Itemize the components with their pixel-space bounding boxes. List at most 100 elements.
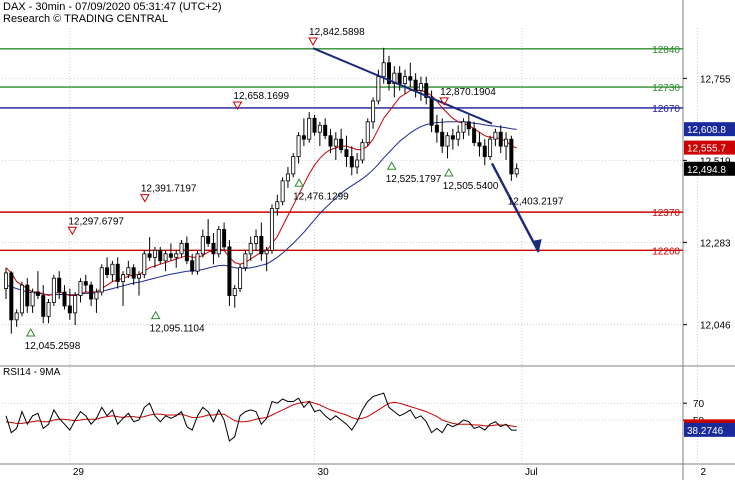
price-tick-label: 12,755 <box>700 74 731 85</box>
price-tick-label: 12,283 <box>700 238 731 249</box>
candle <box>424 76 429 105</box>
high-marker <box>232 101 243 111</box>
candle-body <box>339 138 344 150</box>
candle <box>333 132 338 161</box>
candle <box>450 128 455 150</box>
candle <box>115 257 120 289</box>
candle-body <box>78 281 83 296</box>
candle <box>179 239 184 258</box>
candle-body <box>429 97 434 126</box>
candle <box>269 204 274 254</box>
candle-body <box>301 135 306 140</box>
candle <box>216 226 221 258</box>
level-label: 12260 <box>652 246 680 257</box>
candle <box>365 118 370 147</box>
candle-body <box>456 131 461 140</box>
high-label: 12,391.7197 <box>141 184 197 195</box>
candle <box>168 243 173 261</box>
candle-body <box>328 135 333 147</box>
candle-body <box>275 201 280 210</box>
candle-body <box>147 253 152 258</box>
high-marker <box>67 226 78 236</box>
high-marker <box>308 37 318 46</box>
candle <box>328 128 333 154</box>
candle <box>243 250 248 272</box>
candle <box>504 132 509 161</box>
candle-body <box>323 124 328 137</box>
low-marker <box>443 168 454 177</box>
candle <box>482 139 487 166</box>
candle-body <box>466 121 471 130</box>
candle-body <box>136 274 141 279</box>
candle-body <box>206 236 211 244</box>
candle <box>131 264 136 286</box>
candle <box>445 132 450 159</box>
candle <box>99 264 104 296</box>
candle <box>360 139 365 164</box>
candle <box>307 112 312 143</box>
candle-body <box>35 291 40 296</box>
candle-body <box>25 284 30 307</box>
candle-body <box>232 288 237 296</box>
candle <box>78 278 83 303</box>
candle-body <box>14 312 19 321</box>
rsi-line <box>5 392 517 442</box>
candle <box>408 62 413 88</box>
candle <box>254 229 259 251</box>
candle <box>158 246 163 265</box>
price-badge-label: 12,494.8 <box>687 165 726 176</box>
projection-arrow-head <box>531 239 542 253</box>
candle-body <box>440 131 445 147</box>
high-label: 12,842.5898 <box>309 27 365 38</box>
candle-body <box>83 281 88 286</box>
candle <box>190 253 195 275</box>
low-label: 12,525.1797 <box>386 174 442 185</box>
candle <box>339 128 344 154</box>
candle <box>355 153 360 174</box>
candle-body <box>4 272 8 289</box>
candle-body <box>110 263 115 276</box>
price-badge-label: 12,555.7 <box>687 144 726 155</box>
rsi-ma-line <box>5 400 517 428</box>
candle-body <box>418 83 423 91</box>
candle <box>30 288 35 313</box>
candle-body <box>360 142 365 161</box>
candle-body <box>174 253 179 258</box>
candle <box>232 285 237 308</box>
candle-body <box>344 149 349 157</box>
projection-arrow-shaft <box>490 162 540 253</box>
candle-body <box>216 229 221 255</box>
chart-title: DAX - 30min - 07/09/2020 05:31:47 (UTC+2… <box>3 1 222 13</box>
candle-body <box>222 229 227 248</box>
candle-body <box>9 272 14 321</box>
low-marker <box>294 178 305 187</box>
candle <box>227 239 232 306</box>
candle-body <box>57 277 62 293</box>
candle <box>498 125 503 154</box>
candle <box>317 121 322 147</box>
candle-body <box>269 208 274 251</box>
candle-body <box>163 253 168 262</box>
candle <box>222 222 227 251</box>
candle-body <box>51 277 56 303</box>
candle <box>349 146 354 176</box>
candle <box>461 118 466 140</box>
candle-body <box>477 142 482 147</box>
candle <box>509 135 514 181</box>
candle-body <box>142 253 147 276</box>
chart-source: Research © TRADING CENTRAL <box>3 13 168 25</box>
candle-body <box>89 284 94 300</box>
low-label: 12,476.1299 <box>293 191 349 202</box>
candle-body <box>397 72 402 84</box>
candle-body <box>254 236 259 244</box>
candle <box>488 135 493 161</box>
candle <box>248 236 253 261</box>
candle-body <box>504 138 509 147</box>
time-tick-label: 29 <box>73 467 85 478</box>
candle-body <box>19 284 24 314</box>
candle-body <box>413 79 418 91</box>
low-label: 12,095.1104 <box>150 324 205 335</box>
candle-body <box>461 121 466 133</box>
candle <box>147 237 152 261</box>
high-marker <box>139 194 150 203</box>
